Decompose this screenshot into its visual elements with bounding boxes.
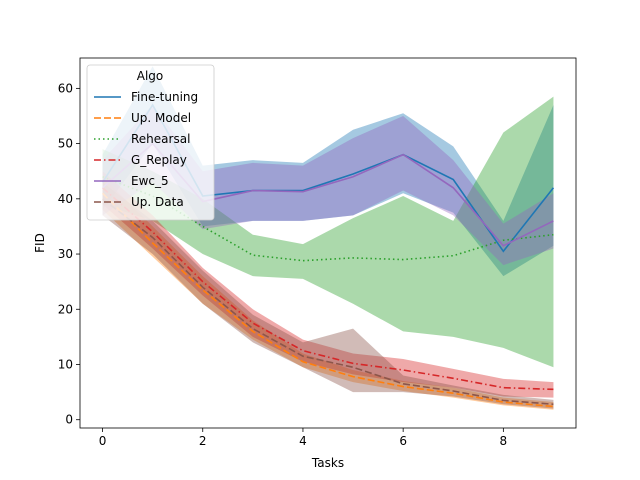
legend-label-rehearsal: Rehearsal bbox=[131, 132, 190, 146]
y-tick-label: 0 bbox=[65, 413, 73, 427]
x-tick-label: 2 bbox=[199, 434, 207, 448]
x-tick-label: 6 bbox=[399, 434, 407, 448]
y-tick-label: 30 bbox=[58, 247, 73, 261]
legend-items: Fine-tuning Up. Model Rehearsal G_Replay Ewc… bbox=[94, 90, 198, 209]
legend-label-up-data: Up. Data bbox=[131, 195, 184, 209]
plot-frame bbox=[79, 57, 577, 429]
y-tick-label: 10 bbox=[58, 357, 73, 371]
x-tick-label: 8 bbox=[500, 434, 508, 448]
x-tick-label: 4 bbox=[299, 434, 307, 448]
x-tick-label: 0 bbox=[99, 434, 107, 448]
line-up-model bbox=[101, 192, 554, 408]
band-rehearsal bbox=[102, 96, 554, 368]
legend-label-up-model: Up. Model bbox=[131, 111, 191, 125]
x-axis-label: Tasks bbox=[311, 456, 344, 470]
band-up-data bbox=[102, 182, 554, 409]
y-axis: 0 10 20 30 40 50 60 bbox=[58, 81, 80, 427]
legend-label-g-replay: G_Replay bbox=[131, 153, 187, 167]
band-fine-tuning bbox=[102, 66, 554, 277]
y-tick-label: 20 bbox=[58, 302, 73, 316]
y-axis-label: FID bbox=[33, 233, 47, 253]
band-up-model bbox=[102, 176, 554, 410]
y-tick-label: 50 bbox=[58, 137, 73, 151]
y-tick-label: 40 bbox=[58, 192, 73, 206]
line-rehearsal bbox=[102, 175, 554, 262]
legend: Algo Fine-tuning Up. Model Rehearsal G_Repl… bbox=[86, 64, 215, 221]
line-g-replay bbox=[102, 187, 554, 391]
line-up-data bbox=[102, 198, 554, 406]
legend-title: Algo bbox=[137, 69, 164, 83]
x-axis: 0 2 4 6 8 bbox=[99, 428, 507, 448]
band-g-replay bbox=[102, 171, 554, 398]
y-tick-label: 60 bbox=[58, 81, 73, 95]
legend-label-ewc-5: Ewc_5 bbox=[131, 174, 169, 188]
legend-label-fine-tuning: Fine-tuning bbox=[131, 90, 198, 104]
